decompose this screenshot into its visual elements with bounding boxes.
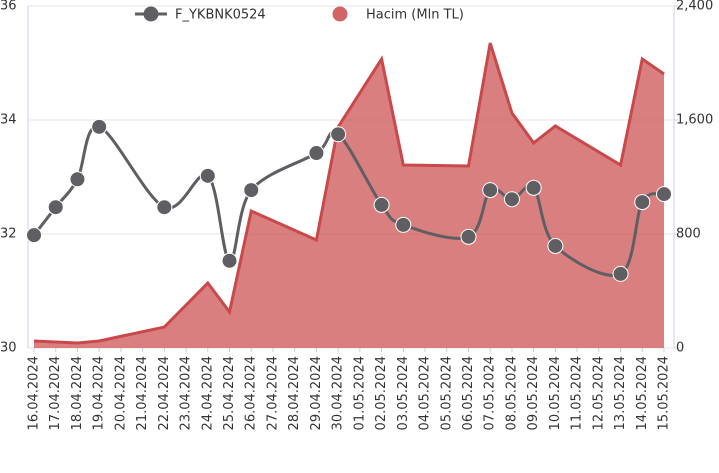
point [91,118,108,135]
point [503,191,520,208]
x-tick-label: 22.04.2024 [157,356,172,430]
x-tick-label: 24.04.2024 [200,356,215,430]
point [612,265,629,282]
y2-tick-label: 0 [676,341,684,356]
x-tick-label: 15.05.2024 [657,356,672,430]
point [26,227,42,244]
x-tick-label: 06.05.2024 [461,356,476,430]
area-line [33,42,665,345]
y-tick-label: 34 [0,113,17,128]
x-tick-label: 08.05.2024 [504,356,519,430]
x-tick-label: 04.05.2024 [418,356,433,430]
x-tick-label: 26.04.2024 [244,356,259,430]
point [47,199,64,216]
x-tick-label: 27.04.2024 [265,356,280,430]
x-tick-label: 18.04.2024 [70,356,85,430]
x-tick-label: 29.04.2024 [309,356,324,430]
point [634,194,651,211]
point [525,179,542,196]
point [243,182,260,199]
y-tick-label: 32 [0,227,17,242]
point [69,171,86,188]
legend-label: Hacim (Mln TL) [366,8,464,23]
point [395,216,412,233]
point [308,145,325,162]
x-tick-label: 02.05.2024 [374,356,389,430]
x-tick-label: 10.05.2024 [548,356,563,430]
x-tick-label: 23.04.2024 [179,356,194,430]
x-tick-label: 05.05.2024 [439,356,454,430]
point [373,196,390,213]
x-tick-label: 12.05.2024 [591,356,606,430]
legend-marker [143,6,159,22]
area-fill [34,43,664,349]
x-tick-label: 25.04.2024 [222,356,237,430]
legend-marker [332,6,348,22]
x-tick-label: 17.04.2024 [48,356,63,430]
y-tick-label: 36 [0,0,17,14]
x-tick-label: 20.04.2024 [113,356,128,430]
x-tick-label: 01.05.2024 [352,356,367,430]
x-tick-label: 16.04.2024 [27,356,42,430]
point [199,167,216,184]
point [221,252,238,269]
x-tick-label: 21.04.2024 [135,356,150,430]
point [460,228,477,245]
x-tick-label: 03.05.2024 [396,356,411,430]
point [547,237,564,254]
point [330,126,347,143]
x-tick-label: 11.05.2024 [570,356,585,430]
x-tick-label: 09.05.2024 [526,356,541,430]
y2-tick-label: 800 [676,227,701,242]
point [656,186,672,203]
y2-tick-label: 2,400 [676,0,713,14]
x-tick-label: 07.05.2024 [483,356,498,430]
point [482,182,499,199]
x-tick-label: 19.04.2024 [92,356,107,430]
x-tick-label: 28.04.2024 [287,356,302,430]
x-tick-label: 13.05.2024 [613,356,628,430]
legend-label: F_YKBNK0524 [175,8,266,23]
y-tick-label: 30 [0,341,17,356]
y2-tick-label: 1,600 [676,113,713,128]
point [156,199,173,216]
x-tick-label: 30.04.2024 [331,356,346,430]
x-tick-label: 14.05.2024 [635,356,650,430]
